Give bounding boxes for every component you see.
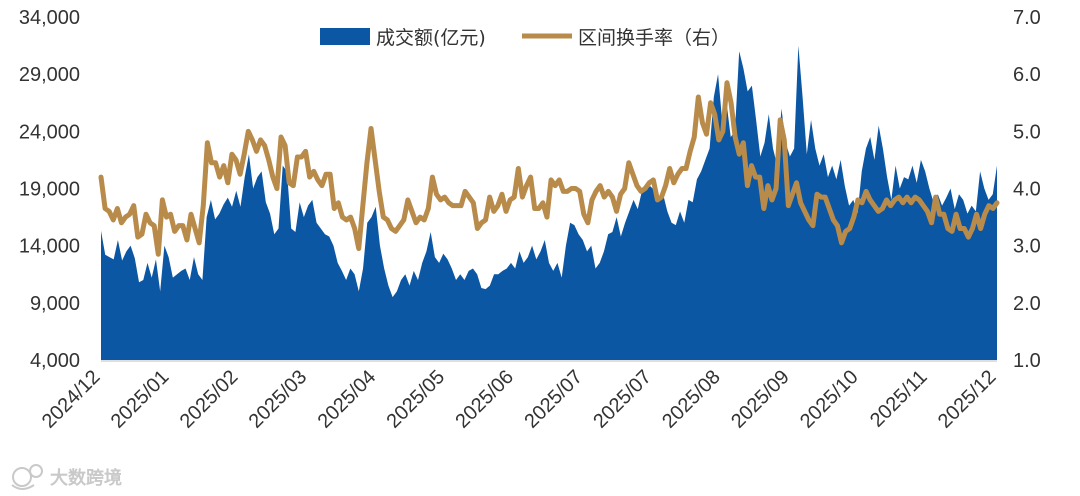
x-tick-label: 2025/01: [107, 366, 174, 433]
left-tick-label: 19,000: [19, 179, 80, 201]
x-tick-label: 2025/04: [314, 366, 381, 433]
x-tick-label: 2025/07: [589, 366, 656, 433]
x-tick-label: 2025/07: [520, 366, 587, 433]
x-tick-label: 2025/06: [451, 366, 518, 433]
x-axis: 2024/12 2025/01 2025/02 2025/03 2025/04 2025/…: [38, 360, 1001, 433]
legend-swatch-volume: [320, 28, 370, 45]
right-tick-label: 4.0: [1013, 179, 1041, 201]
left-tick-label: 24,000: [19, 121, 80, 143]
left-tick-label: 34,000: [19, 7, 80, 29]
x-tick-label: 2025/10: [796, 366, 863, 433]
watermark: 大数跨境: [11, 464, 122, 490]
legend-label-volume: 成交额(亿元): [376, 27, 486, 49]
left-axis: 34,000 29,000 24,000 19,000 14,000 9,000 4,000: [19, 7, 80, 372]
x-tick-label: 2025/05: [382, 366, 449, 433]
right-tick-label: 7.0: [1013, 7, 1041, 29]
right-axis: 7.0 6.0 5.0 4.0 3.0 2.0 1.0: [1013, 7, 1041, 372]
watermark-text: 大数跨境: [50, 467, 122, 489]
right-tick-label: 5.0: [1013, 121, 1041, 143]
x-tick-label: 2025/02: [176, 366, 243, 433]
x-tick-label: 2025/03: [245, 366, 312, 433]
x-tick-label: 2025/11: [866, 366, 932, 432]
right-tick-label: 6.0: [1013, 64, 1041, 86]
x-tick-label: 2024/12: [38, 366, 105, 433]
right-tick-label: 3.0: [1013, 236, 1041, 258]
x-tick-label: 2025/09: [727, 366, 794, 433]
left-tick-label: 9,000: [30, 293, 80, 315]
turnover-line-series: [98, 80, 1000, 257]
right-tick-label: 1.0: [1013, 350, 1041, 372]
plot-area: [98, 45, 1000, 360]
left-tick-label: 29,000: [19, 64, 80, 86]
volume-area-series: [101, 45, 997, 360]
left-tick-label: 4,000: [30, 350, 80, 372]
x-tick-label: 2025/08: [658, 366, 725, 433]
legend: 成交额(亿元) 区间换手率（右）: [320, 27, 730, 49]
legend-label-turnover: 区间换手率（右）: [578, 27, 730, 49]
right-tick-label: 2.0: [1013, 293, 1041, 315]
left-tick-label: 14,000: [19, 236, 80, 258]
dashu-logo-icon: [11, 464, 43, 490]
x-tick-label: 2025/12: [934, 366, 1001, 433]
